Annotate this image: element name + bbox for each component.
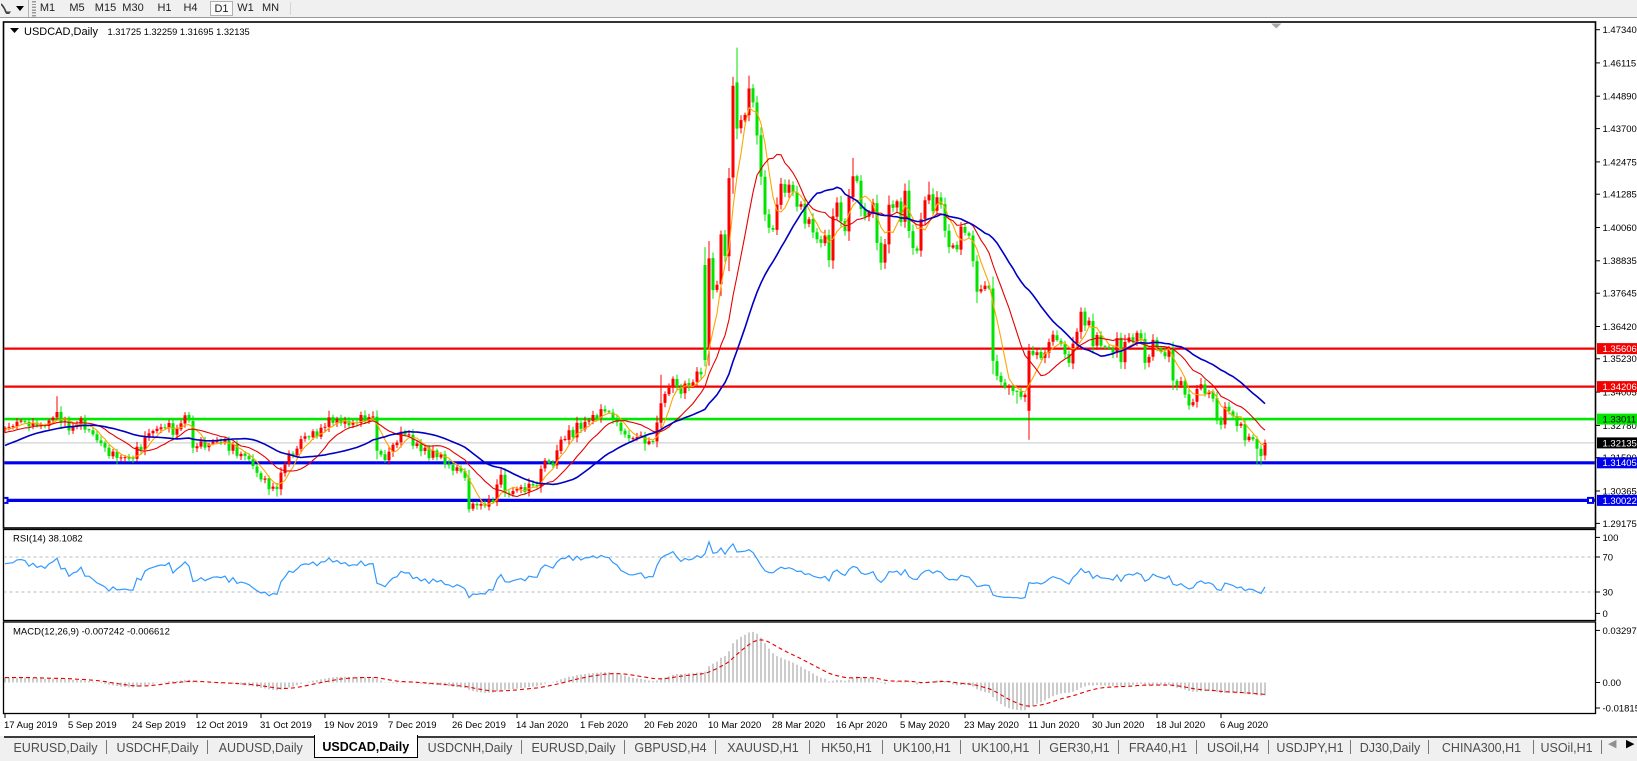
svg-text:10 Mar 2020: 10 Mar 2020	[708, 720, 761, 731]
svg-text:100: 100	[1603, 533, 1619, 544]
svg-text:16 Apr 2020: 16 Apr 2020	[836, 720, 887, 731]
svg-text:1.34005: 1.34005	[1603, 388, 1637, 399]
svg-text:0: 0	[1603, 609, 1608, 620]
svg-text:MACD(12,26,9) -0.007242 -0.006: MACD(12,26,9) -0.007242 -0.006612	[13, 627, 170, 638]
svg-text:1.31405: 1.31405	[1603, 458, 1637, 469]
svg-text:70: 70	[1603, 552, 1614, 563]
svg-text:1.32135: 1.32135	[1603, 438, 1637, 449]
svg-text:1.30365: 1.30365	[1603, 486, 1637, 497]
svg-text:USDCAD,Daily 1.31725 1.32259 1: USDCAD,Daily 1.31725 1.32259 1.31695 1.3…	[24, 26, 250, 38]
svg-text:17 Aug 2019: 17 Aug 2019	[4, 720, 57, 731]
svg-text:1.44890: 1.44890	[1603, 92, 1637, 103]
svg-text:1.32780: 1.32780	[1603, 421, 1637, 432]
svg-text:1.43700: 1.43700	[1603, 124, 1637, 135]
svg-text:30 Jun 2020: 30 Jun 2020	[1092, 720, 1144, 731]
svg-text:6 Aug 2020: 6 Aug 2020	[1220, 720, 1268, 731]
svg-text:5 Sep 2019: 5 Sep 2019	[68, 720, 117, 731]
svg-text:1.42475: 1.42475	[1603, 157, 1637, 168]
svg-text:1.38835: 1.38835	[1603, 256, 1637, 267]
svg-text:31 Oct 2019: 31 Oct 2019	[260, 720, 312, 731]
svg-text:30: 30	[1603, 587, 1614, 598]
svg-text:18 Jul 2020: 18 Jul 2020	[1156, 720, 1205, 731]
svg-text:1.33011: 1.33011	[1603, 415, 1637, 426]
svg-text:1 Feb 2020: 1 Feb 2020	[580, 720, 628, 731]
svg-text:1.34206: 1.34206	[1603, 382, 1637, 393]
svg-text:RSI(14) 38.1082: RSI(14) 38.1082	[13, 534, 83, 545]
svg-text:20 Feb 2020: 20 Feb 2020	[644, 720, 697, 731]
svg-text:28 Mar 2020: 28 Mar 2020	[772, 720, 825, 731]
svg-text:7 Dec 2019: 7 Dec 2019	[388, 720, 437, 731]
svg-text:1.37645: 1.37645	[1603, 289, 1637, 300]
svg-text:1.40060: 1.40060	[1603, 223, 1637, 234]
svg-text:26 Dec 2019: 26 Dec 2019	[452, 720, 506, 731]
svg-text:0.00: 0.00	[1603, 678, 1622, 689]
svg-text:1.41285: 1.41285	[1603, 190, 1637, 201]
svg-text:1.30022: 1.30022	[1603, 496, 1637, 507]
svg-text:1.35230: 1.35230	[1603, 354, 1637, 365]
svg-text:23 May 2020: 23 May 2020	[964, 720, 1019, 731]
svg-text:1.47340: 1.47340	[1603, 25, 1637, 36]
svg-text:24 Sep 2019: 24 Sep 2019	[132, 720, 186, 731]
svg-text:12 Oct 2019: 12 Oct 2019	[196, 720, 248, 731]
svg-text:14 Jan 2020: 14 Jan 2020	[516, 720, 568, 731]
svg-text:19 Nov 2019: 19 Nov 2019	[324, 720, 378, 731]
svg-text:1.46115: 1.46115	[1603, 58, 1637, 69]
svg-text:1.35606: 1.35606	[1603, 344, 1637, 355]
svg-text:1.29175: 1.29175	[1603, 519, 1637, 530]
svg-text:-0.018154: -0.018154	[1603, 703, 1637, 714]
svg-text:1.36420: 1.36420	[1603, 322, 1637, 333]
svg-text:0.032972: 0.032972	[1603, 626, 1637, 637]
svg-text:11 Jun 2020: 11 Jun 2020	[1028, 720, 1080, 731]
svg-text:5 May 2020: 5 May 2020	[900, 720, 950, 731]
